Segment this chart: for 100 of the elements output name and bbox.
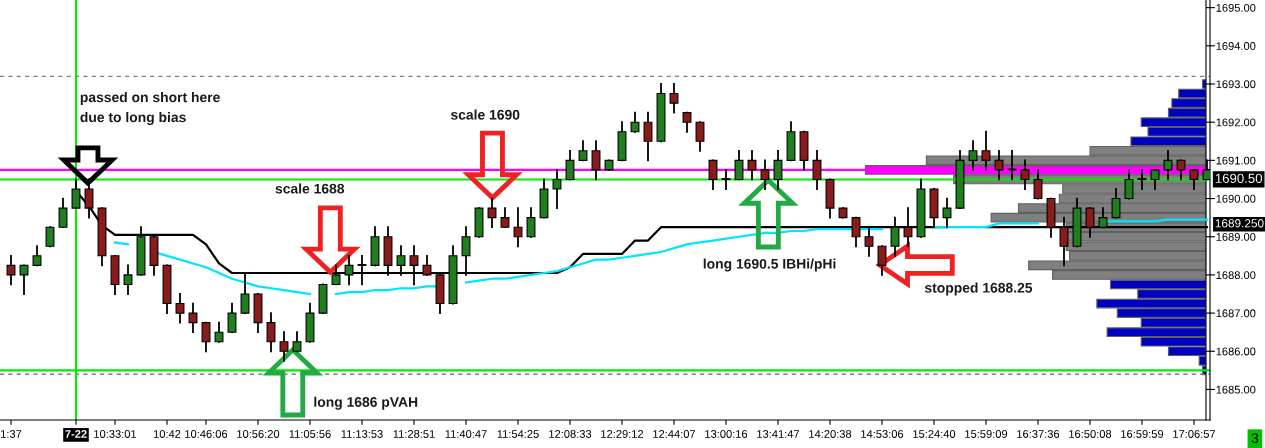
y-tick-label: 1686.00 xyxy=(1216,347,1256,356)
candlestick xyxy=(552,169,562,209)
candlestick xyxy=(188,302,198,334)
x-tick-label: 15:24:40 xyxy=(913,430,956,438)
candlestick xyxy=(1137,169,1147,190)
candlestick xyxy=(773,149,783,190)
y-tick-label: 1690.00 xyxy=(1216,194,1256,203)
annotation: stopped 1688.25 xyxy=(924,282,1033,296)
candlestick xyxy=(58,197,68,229)
y-tick-label: 1687.00 xyxy=(1216,309,1256,318)
candlestick xyxy=(1111,188,1121,219)
candlestick xyxy=(513,207,523,248)
x-tick-label: 11:28:51 xyxy=(393,430,435,438)
text: 3 xyxy=(1251,433,1259,444)
candlestick xyxy=(968,140,978,171)
candlestick xyxy=(123,264,133,295)
x-tick-label: 11:40:47 xyxy=(445,430,487,438)
y-tick-label: 1695.00 xyxy=(1216,3,1256,12)
y-tick-label: 1693.00 xyxy=(1216,80,1256,89)
candlestick xyxy=(500,207,510,229)
x-tick-label: 16:50:08 xyxy=(1069,430,1112,438)
x-tick-label: 10:42 xyxy=(153,430,181,438)
x-tick-label: 13:00:16 xyxy=(705,430,748,438)
candlestick xyxy=(279,331,289,362)
candlestick xyxy=(1176,159,1186,181)
x-tick-label: 12:29:12 xyxy=(601,430,644,438)
x-tick-label: 12:44:07 xyxy=(653,430,696,438)
candlestick xyxy=(591,140,601,181)
y-tick-label: 1685.00 xyxy=(1216,385,1256,394)
candlestick xyxy=(669,83,679,114)
x-tick-label: 12:08:33 xyxy=(549,430,592,438)
candlestick xyxy=(32,245,42,267)
y-tick-label: 1688.00 xyxy=(1216,271,1256,280)
x-tick-label: 10:56:20 xyxy=(237,430,280,438)
candlestick xyxy=(1085,207,1095,238)
candlestick xyxy=(1189,169,1199,190)
x-tick-label: 11:13:53 xyxy=(341,430,383,438)
ref-line-label: 1690.50 xyxy=(1215,173,1263,183)
candlestick xyxy=(578,140,588,162)
candlestick xyxy=(175,293,185,324)
y-tick-label: 1691.00 xyxy=(1216,156,1256,165)
annotation: scale 1688 xyxy=(275,183,345,194)
candlestick xyxy=(266,312,276,353)
candlestick xyxy=(747,149,757,181)
candlestick xyxy=(292,331,302,353)
candlestick xyxy=(1163,149,1173,181)
candlestick xyxy=(734,149,744,181)
candlestick xyxy=(877,245,887,276)
candlestick xyxy=(630,111,640,133)
x-tick-label: 16:59:59 xyxy=(1121,430,1164,438)
candlestick xyxy=(201,321,211,353)
annotation: scale 1690 xyxy=(450,109,520,120)
candlestick xyxy=(994,149,1004,181)
candlestick xyxy=(565,149,575,181)
annotation: long 1686 pVAH xyxy=(314,396,418,410)
candlestick xyxy=(812,149,822,190)
x-tick-label: 10:33:01 xyxy=(94,430,137,438)
candlestick xyxy=(19,264,29,295)
x-tick-label: 15:59:09 xyxy=(965,430,1008,438)
annotation: passed on short here due to long bias xyxy=(80,91,220,125)
y-tick-label: 1694.00 xyxy=(1216,42,1256,50)
candlestick xyxy=(1150,169,1160,190)
candlestick xyxy=(6,254,16,286)
candlestick xyxy=(864,226,874,257)
candlestick xyxy=(487,197,497,229)
x-tick-label: 10:46:06 xyxy=(185,430,228,438)
x-tick-label: 7-22 xyxy=(65,430,87,438)
text: 1689.250 xyxy=(1215,219,1264,228)
x-tick-label: 1:37 xyxy=(1,430,22,438)
candlestick xyxy=(890,216,900,257)
candlestick xyxy=(1059,216,1069,267)
candlestick xyxy=(760,159,770,190)
y-tick-label: 1689.00 xyxy=(1216,232,1256,241)
x-tick-label: 14:53:06 xyxy=(861,430,904,438)
x-tick-label: 11:54:25 xyxy=(497,430,539,438)
candlestick xyxy=(1007,149,1017,181)
candlestick xyxy=(682,111,692,133)
candlestick xyxy=(1124,169,1134,200)
x-tick-label: 17:06:57 xyxy=(1173,430,1216,438)
candlestick xyxy=(526,207,536,238)
candlestick xyxy=(942,197,952,229)
y-tick-label: 1692.00 xyxy=(1216,118,1256,127)
x-tick-label: 11:05:56 xyxy=(289,430,331,438)
candlestick xyxy=(695,121,705,152)
candlestick xyxy=(981,130,991,171)
candlestick xyxy=(1098,207,1108,229)
x-tick-label: 13:41:47 xyxy=(757,430,800,438)
candlestick xyxy=(227,302,237,334)
x-tick-label: 14:20:38 xyxy=(809,430,852,438)
annotation: long 1690.5 IBHi/pHi xyxy=(703,258,836,272)
candlestick xyxy=(1033,169,1043,200)
candlestick xyxy=(214,321,224,343)
candlestick xyxy=(721,169,731,190)
x-tick-label: 16:37:36 xyxy=(1017,430,1060,438)
candlestick xyxy=(903,207,913,248)
candlestick xyxy=(1020,159,1030,190)
candlestick xyxy=(851,216,861,248)
candlestick xyxy=(643,111,653,162)
candlestick xyxy=(45,226,55,248)
candlestick xyxy=(708,159,718,190)
